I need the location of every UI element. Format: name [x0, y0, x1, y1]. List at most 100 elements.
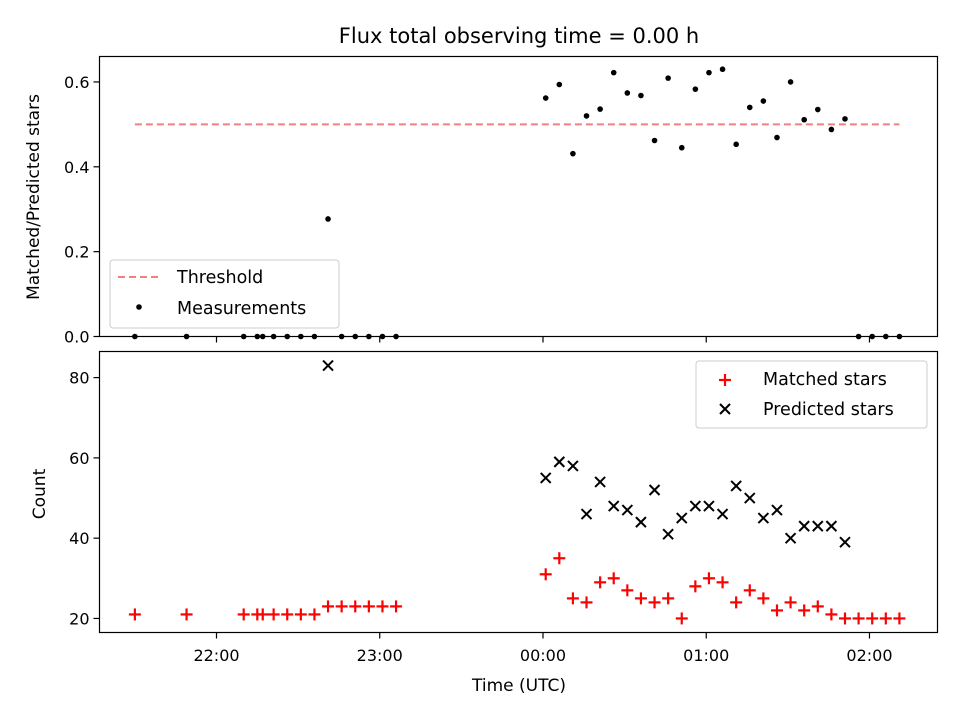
predicted-star-point: [567, 460, 579, 472]
predicted-star-point: [839, 536, 851, 548]
top-y-axis-label: Matched/Predicted stars: [24, 94, 44, 300]
measurement-point: [665, 75, 671, 81]
matched-star-point: [128, 608, 141, 621]
top-y-tick-label: 0.4: [64, 158, 89, 177]
bottom-legend-box: [695, 360, 928, 429]
top-legend: Threshold Measurements: [109, 259, 340, 329]
measurement-point: [706, 69, 712, 76]
chart-title: Flux total observing time = 0.00 h: [339, 24, 699, 48]
matched-star-point: [390, 600, 403, 613]
measurement-point: [828, 126, 835, 133]
matched-star-point: [621, 584, 634, 597]
matched-legend-marker: [719, 374, 731, 386]
matched-star-point: [308, 608, 321, 621]
predicted-star-point: [716, 508, 729, 520]
measurement-point: [678, 144, 685, 151]
matched-star-point: [634, 592, 647, 605]
matched-star-point: [798, 604, 811, 617]
predicted-star-point: [322, 359, 334, 372]
predicted-star-point: [635, 516, 647, 528]
top-axes-frame: [98, 55, 939, 338]
measurement-point: [746, 104, 753, 111]
matched-star-point: [689, 580, 702, 593]
matched-star-point: [267, 608, 280, 621]
matched-star-point: [322, 600, 335, 613]
matched-star-point: [237, 608, 250, 621]
matched-star-point: [852, 612, 865, 625]
bottom-legend: Matched stars Predicted stars: [695, 360, 928, 429]
top-y-tick-label: 0.6: [64, 73, 89, 92]
threshold-legend-label: Threshold: [176, 268, 263, 288]
matched-star-point: [648, 596, 661, 609]
top-legend-box: [109, 259, 340, 329]
matched-star-point: [825, 608, 838, 621]
matched-star-point: [743, 584, 756, 597]
matched-star-point: [784, 596, 797, 609]
measurement-point: [692, 86, 699, 92]
matched-star-point: [879, 612, 892, 625]
predicted-star-point: [798, 520, 810, 532]
measurement-point: [638, 92, 644, 99]
measurement-point: [760, 98, 767, 104]
matched-star-point: [607, 572, 620, 585]
matched-star-point: [730, 596, 743, 609]
measurement-point: [842, 116, 848, 122]
measurement-point: [814, 106, 821, 113]
bottom-plot-area: [128, 359, 906, 625]
matched-star-point: [553, 552, 566, 565]
bottom-panel: Count Time (UTC) 20 40 60 80 22:00 23:00 00:00…: [30, 350, 939, 696]
predicted-star-point: [621, 504, 634, 516]
matched-star-point: [866, 612, 879, 625]
bottom-y-tick-label: 60: [69, 449, 89, 468]
bottom-y-tick-label: 80: [69, 369, 89, 388]
matched-star-point: [770, 604, 783, 617]
bottom-x-tick-label: 22:00: [193, 646, 239, 665]
predicted-star-point: [580, 508, 593, 520]
measurement-point: [651, 137, 658, 144]
predicted-star-point: [825, 520, 838, 532]
predicted-star-point: [648, 484, 661, 496]
measurement-point: [583, 113, 590, 119]
measurement-point: [556, 81, 563, 88]
matched-star-point: [349, 600, 362, 613]
matched-star-point: [893, 612, 906, 625]
bottom-y-tick-label: 20: [69, 609, 89, 628]
matched-star-point: [256, 608, 269, 621]
x-axis-label: Time (UTC): [471, 676, 566, 696]
measurement-point: [787, 79, 794, 85]
matched-legend-label: Matched stars: [763, 370, 887, 390]
measurement-point: [801, 116, 807, 123]
matched-star-point: [294, 608, 307, 621]
matched-star-point: [362, 600, 375, 613]
predicted-star-point: [608, 500, 620, 512]
predicted-star-point: [730, 480, 742, 492]
matched-star-point: [594, 576, 607, 589]
measurement-point: [610, 69, 617, 76]
matched-star-point: [376, 600, 389, 613]
matched-star-point: [702, 572, 715, 585]
predicted-star-point: [594, 476, 606, 488]
bottom-x-tick-label: 00:00: [520, 646, 566, 665]
bottom-y-axis-label: Count: [30, 468, 50, 519]
predicted-star-point: [689, 500, 702, 512]
predicted-star-point: [812, 520, 824, 532]
matched-star-point: [180, 608, 193, 621]
measurement-point: [542, 95, 549, 101]
measurement-point: [733, 141, 739, 148]
measurements-legend-marker: [136, 304, 142, 310]
predicted-star-point: [757, 512, 770, 524]
measurement-point: [570, 150, 576, 157]
predicted-star-point: [784, 532, 797, 544]
predicted-star-point: [744, 492, 756, 504]
measurements-legend-label: Measurements: [177, 299, 306, 319]
matched-star-point: [566, 592, 579, 605]
bottom-ticks: 20 40 60 80 22:00 23:00 00:00 01:00 02:00: [69, 369, 892, 665]
top-panel: Flux total observing time = 0.00 h Match…: [24, 24, 939, 347]
measurement-point: [597, 106, 603, 112]
matched-star-point: [675, 612, 688, 625]
bottom-x-tick-label: 23:00: [357, 646, 403, 665]
matched-star-point: [811, 600, 824, 613]
measurement-point: [719, 66, 726, 73]
matched-star-point: [539, 568, 552, 581]
